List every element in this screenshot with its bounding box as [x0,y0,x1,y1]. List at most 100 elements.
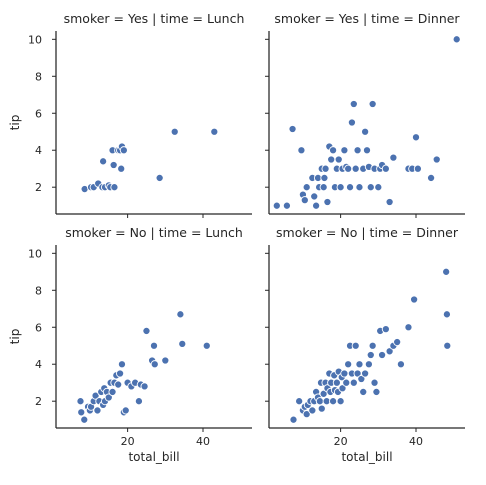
data-point [110,183,119,192]
data-point [378,350,387,360]
data-point [300,196,309,205]
data-point [389,153,398,162]
data-point [385,197,394,207]
data-point [317,404,326,413]
data-point [295,397,304,406]
data-point [347,118,356,127]
data-point [140,382,149,391]
data-point [340,146,349,155]
y-axis-label: tip [8,329,22,345]
data-point [109,160,118,170]
data-point [319,183,328,192]
data-point [329,146,338,155]
data-point [327,155,336,164]
data-point [355,360,364,369]
data-point [76,397,85,406]
y-axis-label: tip [8,115,22,131]
data-point [351,341,360,350]
data-point [368,99,377,109]
x-tick-label: 40 [409,435,423,448]
x-axis-label: total_bill [341,450,392,464]
x-tick-label: 20 [121,435,135,448]
data-point [349,99,358,109]
y-tick-label: 8 [35,70,42,83]
data-point [349,378,358,387]
data-point [308,406,317,415]
data-point [372,387,381,397]
data-point [366,350,375,360]
data-point [108,387,117,397]
data-point [364,360,373,369]
data-point [381,164,390,173]
data-point [320,173,329,183]
data-point [150,360,159,369]
data-point [178,339,187,348]
data-point [93,406,102,415]
facet-panel-2: smoker = Yes | time = Dinner [265,11,465,218]
facet-title: smoker = Yes | time = Lunch [64,11,245,26]
data-point [427,173,436,183]
x-axis-label: total_bill [128,450,179,464]
data-point [91,391,100,400]
data-point [142,326,151,336]
facet-panel-3: smoker = No | time = Lunch 20 40 2 4 6 8 10 tota… [8,225,252,464]
data-point [340,369,349,378]
data-point [134,397,143,406]
data-point [149,341,159,350]
data-point [410,295,419,304]
y-tick-label: 6 [35,107,42,120]
data-point [351,164,360,173]
data-point [99,157,108,166]
data-point [411,133,421,142]
facet-title: smoker = No | time = Lunch [65,225,243,240]
data-point [396,360,405,369]
data-point [170,127,179,136]
data-point [80,415,89,424]
x-tick-label: 20 [334,435,348,448]
data-point [310,192,319,201]
data-point [368,341,377,350]
y-tick-label: 6 [35,321,42,334]
y-tick-label: 2 [35,181,42,194]
data-point [381,325,390,334]
data-point [443,341,452,350]
y-tick-label: 2 [35,395,42,408]
data-point [374,183,383,192]
data-point [161,356,170,365]
data-point [297,146,306,155]
data-point [312,201,321,210]
data-point [315,397,324,406]
data-point [342,378,351,387]
facet-title: smoker = No | time = Dinner [276,225,459,240]
data-point [353,146,362,155]
data-point [336,183,345,192]
data-point [413,164,422,173]
data-point [289,415,298,424]
facet-panel-1: smoker = Yes | time = Lunch 2 4 6 8 10 tip [8,11,252,218]
data-point [77,408,86,417]
data-point [442,310,451,319]
data-point [393,337,402,347]
data-point [202,341,211,350]
data-point [114,380,123,389]
data-point [104,393,113,402]
data-point [385,347,394,356]
data-point [338,384,347,393]
data-point [176,310,185,319]
data-point [210,127,219,136]
data-point [334,155,343,164]
data-point [361,127,370,136]
data-point [355,183,364,192]
y-tick-label: 4 [35,144,42,157]
data-point [370,378,379,387]
data-point [332,378,341,387]
data-point [442,267,451,276]
y-tick-label: 8 [35,284,42,297]
data-point [432,155,441,164]
data-point [155,173,164,183]
data-point [452,35,461,44]
data-point [119,146,128,155]
data-point [116,369,125,378]
data-point [121,406,130,415]
